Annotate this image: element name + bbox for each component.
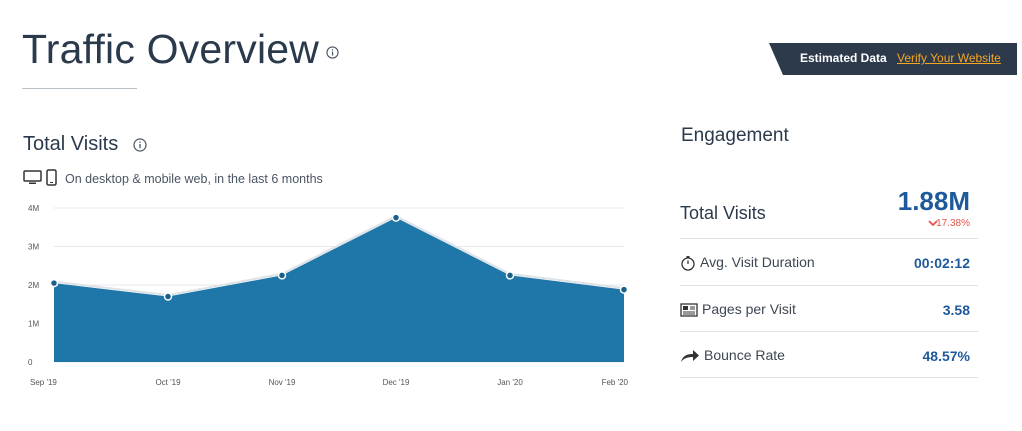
data-point <box>49 278 59 288</box>
y-tick-label: 2M <box>28 281 39 290</box>
series-outline <box>53 215 625 297</box>
y-tick-label: 4M <box>28 204 39 213</box>
metric-pages-per-visit: Pages per Visit 3.58 <box>680 286 978 332</box>
verify-website-link[interactable]: Verify Your Website <box>897 51 1001 65</box>
total-visits-title: Total Visits <box>23 133 119 155</box>
x-tick-label: Sep '19 <box>30 378 57 387</box>
desktop-icon <box>23 170 42 184</box>
x-tick-label: Jan '20 <box>497 378 523 387</box>
avg-duration-value: 00:02:12 <box>913 255 970 271</box>
x-tick-label: Dec '19 <box>383 378 410 387</box>
data-point <box>277 271 287 280</box>
bounce-rate-value: 48.57% <box>922 348 970 364</box>
pages-per-visit-value: 3.58 <box>942 302 970 318</box>
data-point <box>163 292 173 301</box>
change-badge: 17.38% <box>936 218 970 229</box>
x-tick-label: Nov '19 <box>269 378 296 387</box>
title-divider <box>22 88 137 89</box>
info-circle-icon[interactable] <box>133 138 147 152</box>
area-series <box>54 217 624 362</box>
metric-total-visits: Total Visits 1.88M 17.38% <box>680 186 978 239</box>
chevron-down-icon <box>928 220 938 227</box>
data-point <box>619 285 629 294</box>
page-icon <box>680 303 698 317</box>
x-tick-label: Oct '19 <box>155 378 181 387</box>
data-point <box>505 271 515 280</box>
y-tick-label: 3M <box>28 243 39 252</box>
estimated-data-label: Estimated Data <box>800 51 887 65</box>
metric-label: Bounce Rate <box>704 347 785 363</box>
y-tick-label: 0 <box>28 358 33 367</box>
bounce-arrow-icon <box>681 350 699 363</box>
visits-subtitle: On desktop & mobile web, in the last 6 m… <box>65 172 323 186</box>
stopwatch-icon <box>681 256 695 271</box>
mobile-icon <box>46 169 57 186</box>
metric-avg-duration: Avg. Visit Duration 00:02:12 <box>680 239 978 286</box>
metric-label: Pages per Visit <box>702 301 796 317</box>
estimated-data-banner <box>769 43 1017 75</box>
data-point <box>391 213 401 222</box>
x-tick-label: Feb '20 <box>602 378 629 387</box>
metric-bounce-rate: Bounce Rate 48.57% <box>680 332 978 378</box>
page-title: Traffic Overview <box>22 26 320 72</box>
total-visits-value: 1.88M <box>897 186 970 216</box>
engagement-title: Engagement <box>681 125 789 146</box>
y-tick-label: 1M <box>28 320 39 329</box>
metric-label: Avg. Visit Duration <box>700 254 815 270</box>
metric-label: Total Visits <box>680 203 766 223</box>
total-visits-area-chart: 0 1M 2M 3M 4M Sep '19 Oct '19 Nov '19 Dec '19 Jan… <box>28 204 629 387</box>
info-circle-icon[interactable] <box>326 46 339 59</box>
